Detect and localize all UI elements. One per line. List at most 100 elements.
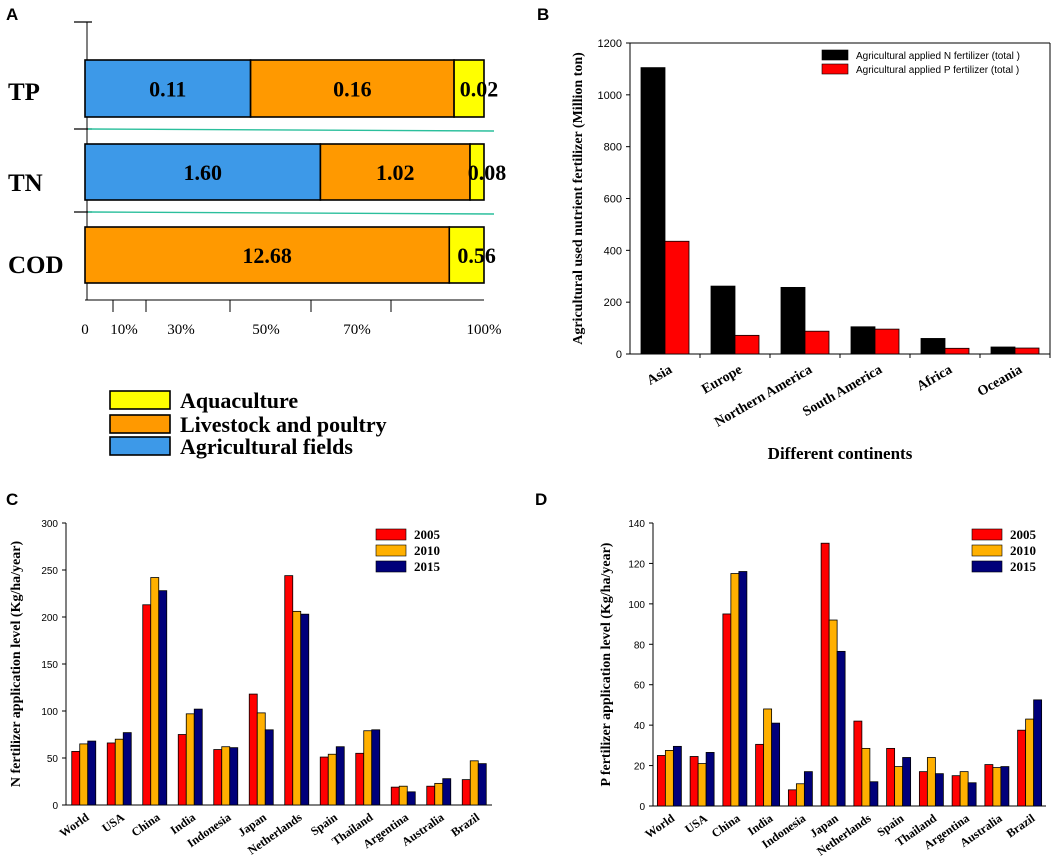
bar-world-2010	[664, 750, 674, 807]
bar-usa-2015	[705, 752, 715, 807]
bar-spain-2015	[902, 757, 912, 807]
y-tick-label: 40	[634, 721, 646, 732]
bar-japan-2005	[820, 542, 830, 807]
x-tick-label-africa: Africa	[915, 362, 955, 394]
bar-netherlands-2010	[861, 747, 871, 807]
x-tick-label-europe: Europe	[699, 362, 745, 397]
bar-asia-agricultural-applied-n-fertilizer-total	[640, 67, 666, 355]
x-tick-label: 50%	[252, 322, 280, 338]
bar-world-2015	[87, 740, 97, 806]
legend-swatch-2015	[971, 560, 1003, 573]
bar-japan-2015	[264, 729, 274, 806]
bar-netherlands-2015	[300, 613, 310, 806]
bar-indonesia-2015	[229, 747, 239, 806]
bar-australia-2005	[426, 785, 436, 806]
bar-netherlands-2010	[292, 610, 302, 806]
y-tick-label: 300	[41, 519, 58, 530]
bar-usa-2010	[697, 763, 707, 807]
bar-india-2010	[185, 713, 195, 806]
legend-swatch-2005	[375, 528, 407, 541]
bar-brazil-2005	[461, 779, 471, 806]
category-label-cod: COD	[8, 252, 64, 279]
bar-brazil-2010	[469, 760, 479, 806]
bar-australia-2010	[992, 767, 1002, 807]
x-tick-label-world: World	[57, 810, 92, 840]
bar-oceania-agricultural-applied-p-fertilizer-total	[1014, 347, 1040, 355]
legend-swatch-2010	[375, 544, 407, 557]
bar-usa-2015	[122, 732, 132, 806]
bar-indonesia-2015	[803, 771, 813, 807]
bar-china-2005	[142, 604, 152, 806]
bar-world-2015	[672, 745, 682, 807]
legend-label-2005: 2005	[1010, 527, 1037, 542]
bar-china-2005	[722, 613, 732, 807]
x-tick-label-asia: Asia	[645, 362, 675, 388]
legend-label-agricultural-applied-n-fertilizer-total: Agricultural applied N fertilizer (total…	[856, 51, 1020, 62]
x-axis-label: Different continents	[768, 444, 913, 463]
y-tick-label: 1200	[598, 38, 622, 50]
bar-brazil-2015	[1033, 699, 1043, 807]
bar-spain-2010	[327, 753, 337, 806]
bar-australia-2015	[1000, 766, 1010, 807]
legend-label-2010: 2010	[414, 543, 440, 558]
y-tick-label: 0	[616, 349, 622, 361]
data-label-tn-livestock-and-poultry: 1.02	[376, 160, 415, 185]
data-label-cod-aquaculture: 0.56	[457, 243, 496, 268]
separator-line	[87, 128, 495, 132]
bar-cod-aquaculture	[448, 226, 485, 284]
bar-northern-america-agricultural-applied-n-fertilizer-total	[780, 286, 806, 355]
x-tick-label-south-america: South America	[800, 362, 885, 420]
bar-usa-2005	[689, 756, 699, 807]
panel-a-label: A	[6, 5, 18, 24]
bar-tn-livestock-and-poultry	[319, 143, 471, 201]
panel-b-label: B	[537, 5, 549, 24]
legend-swatch-livestock-and-poultry	[109, 414, 171, 434]
bar-europe-agricultural-applied-n-fertilizer-total	[710, 285, 736, 355]
legend-swatch-agricultural-fields	[109, 436, 171, 456]
bar-thailand-2015	[371, 729, 381, 806]
y-tick-label: 50	[47, 754, 59, 765]
y-tick-label: 100	[41, 707, 58, 718]
y-tick-label: 80	[634, 640, 646, 651]
x-tick-label: 10%	[110, 322, 138, 338]
bar-thailand-2005	[355, 752, 365, 806]
bar-australia-2015	[442, 778, 452, 806]
y-tick-label: 20	[634, 762, 646, 773]
separator-line	[87, 211, 495, 215]
bar-australia-2010	[434, 782, 444, 806]
legend-swatch-2010	[971, 544, 1003, 557]
bar-usa-2005	[106, 742, 116, 806]
y-tick-label: 200	[604, 297, 622, 309]
x-tick-label-world: World	[642, 811, 677, 841]
bar-spain-2005	[886, 747, 896, 807]
legend-swatch-2015	[375, 560, 407, 573]
x-tick-label-china: China	[709, 811, 743, 840]
bar-netherlands-2005	[284, 575, 294, 806]
bar-japan-2005	[248, 693, 258, 806]
bar-thailand-2015	[934, 773, 944, 807]
y-tick-label: 600	[604, 194, 622, 206]
data-label-cod-livestock-and-poultry: 12.68	[242, 243, 292, 268]
bar-indonesia-2010	[221, 746, 231, 806]
y-tick-label: 800	[604, 142, 622, 154]
legend-swatch-2005	[971, 528, 1003, 541]
bar-china-2010	[730, 573, 740, 807]
bar-africa-agricultural-applied-n-fertilizer-total	[920, 338, 946, 355]
bar-indonesia-2005	[213, 749, 223, 806]
bar-china-2015	[738, 571, 748, 807]
bar-africa-agricultural-applied-p-fertilizer-total	[944, 347, 970, 355]
bar-spain-2005	[319, 756, 329, 806]
panel-c-label: C	[6, 490, 18, 509]
legend-label-agricultural-applied-p-fertilizer-total: Agricultural applied P fertilizer (total…	[856, 65, 1019, 76]
bar-argentina-2015	[967, 782, 977, 807]
y-axis-label: Agricultural used nutrient fertilizer (M…	[571, 52, 586, 345]
bar-south-america-agricultural-applied-p-fertilizer-total	[874, 328, 900, 355]
bar-india-2005	[177, 734, 187, 806]
y-tick-label: 60	[634, 681, 646, 692]
y-tick-label: 120	[628, 559, 645, 570]
data-label-tp-agricultural-fields: 0.11	[149, 77, 186, 102]
bar-world-2005	[656, 755, 666, 807]
legend-swatch-agricultural-applied-n-fertilizer-total	[821, 49, 849, 61]
bar-china-2010	[150, 577, 160, 806]
panel-a: A TP 0.11 0.16 0.02 TN 1.60 1.02 0.08 COD 12.68 0.5…	[6, 5, 506, 459]
